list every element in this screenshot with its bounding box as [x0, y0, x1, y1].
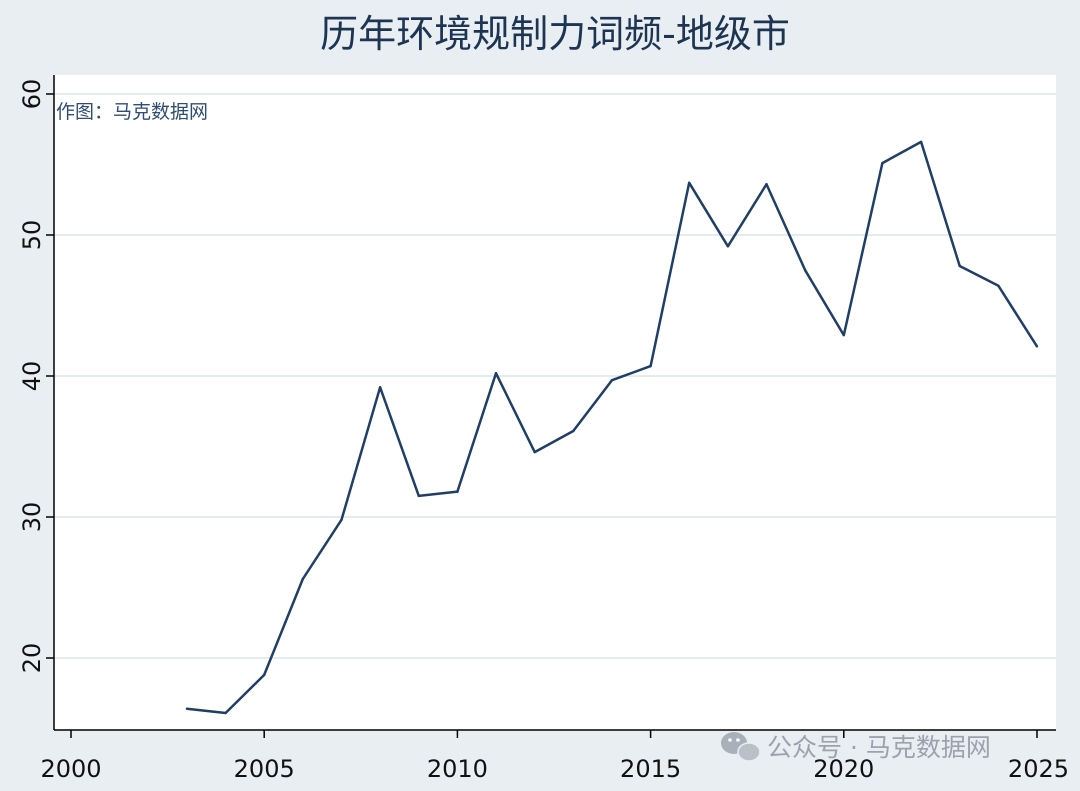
- data-point-2016: [688, 181, 691, 185]
- data-point-2025: [1035, 345, 1039, 348]
- data-point-2007: [340, 518, 343, 522]
- plot-area: [54, 75, 1056, 730]
- data-point-2011: [494, 371, 498, 375]
- data-point-2013: [572, 429, 575, 433]
- x-tick-label-2000: 2000: [40, 755, 101, 783]
- data-point-2009: [417, 494, 420, 498]
- data-point-2003: [185, 707, 189, 710]
- y-tick-label-20: 20: [18, 643, 46, 674]
- watermark-text: 公众号 · 马克数据网: [767, 733, 991, 762]
- gridlines: [54, 93, 1056, 659]
- data-point-2015: [649, 364, 652, 368]
- data-point-2005: [263, 673, 266, 677]
- axes: [53, 75, 1056, 731]
- data-point-2004: [224, 711, 227, 715]
- wechat-icon: [721, 732, 761, 762]
- y-tick-label-30: 30: [18, 502, 46, 533]
- data-point-2018: [765, 183, 768, 186]
- data-point-2017: [726, 245, 730, 248]
- data-point-2022: [919, 140, 923, 144]
- data-points: [185, 140, 1039, 715]
- data-point-2006: [301, 577, 305, 581]
- chart-title: 历年环境规制力词频-地级市: [320, 12, 790, 56]
- data-point-2021: [881, 161, 884, 165]
- data-point-2024: [997, 284, 1000, 287]
- y-tick-label-40: 40: [18, 361, 46, 392]
- data-point-2014: [610, 379, 614, 382]
- chart-annotation: 作图：马克数据网: [56, 101, 208, 123]
- x-tick-label-2025: 2025: [1008, 755, 1069, 783]
- data-point-2019: [803, 269, 807, 272]
- x-tick-label-2010: 2010: [427, 755, 488, 783]
- x-tick-label-2005: 2005: [234, 755, 295, 783]
- data-point-2010: [456, 490, 459, 493]
- x-tick-label-2015: 2015: [620, 755, 681, 783]
- y-axis-ticks: 20 30 40 50 60: [18, 79, 54, 674]
- data-point-2008: [378, 386, 382, 389]
- data-point-2012: [533, 450, 536, 454]
- data-point-2023: [958, 264, 961, 268]
- x-axis-ticks: 2000 2005 2010 2015 2020 2025: [40, 730, 1069, 783]
- x-tick-label-2020: 2020: [813, 755, 874, 783]
- watermark: 公众号 · 马克数据网: [721, 732, 991, 762]
- y-tick-label-50: 50: [18, 220, 46, 251]
- y-tick-label-60: 60: [18, 79, 46, 110]
- data-point-2020: [842, 333, 845, 337]
